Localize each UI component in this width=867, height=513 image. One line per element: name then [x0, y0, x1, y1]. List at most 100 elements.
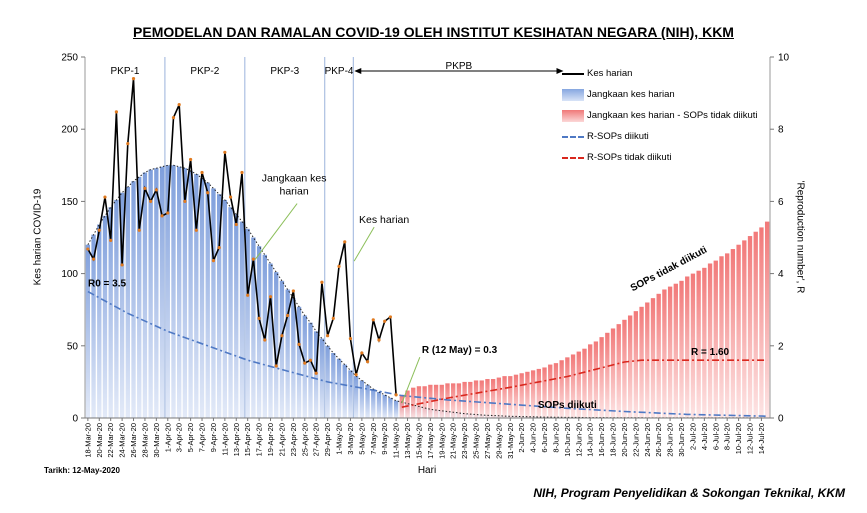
x-tick-label: 4-Jun-20: [529, 423, 538, 453]
blue-range-bar: [211, 188, 216, 418]
blue-range-bar: [268, 263, 273, 418]
chart-title: PEMODELAN DAN RAMALAN COVID-19 OLEH INST…: [133, 24, 734, 40]
x-tick-label: 24-Jun-20: [643, 423, 652, 457]
blue-range-bar: [353, 376, 359, 418]
red-range-bar: [433, 384, 439, 418]
kes-harian-point: [240, 170, 244, 175]
blue-range-bar: [285, 289, 290, 418]
y-tick-label-left: 250: [61, 53, 78, 64]
kes-harian-point: [343, 240, 347, 244]
kes-harian-point: [331, 316, 335, 320]
kes-harian-point: [251, 257, 255, 261]
kes-harian-point: [274, 364, 278, 368]
blue-range-bar: [348, 370, 353, 418]
blue-range-bar: [216, 194, 222, 418]
kes-harian-point: [154, 188, 158, 192]
red-range-bar: [525, 371, 530, 418]
blue-range-bar: [234, 214, 239, 418]
kes-harian-point: [103, 195, 107, 199]
kes-harian-point: [234, 222, 238, 227]
blue-range-bar: [388, 397, 393, 418]
x-tick-label: 10-Jul-20: [734, 423, 743, 454]
blue-range-bar: [148, 169, 153, 418]
kes-harian-point: [211, 259, 216, 263]
kes-harian-point: [149, 199, 153, 203]
kes-harian-point: [308, 358, 313, 362]
kes-harian-point: [217, 246, 221, 250]
red-range-bar: [742, 240, 747, 418]
y-tick-label-left: 200: [61, 125, 78, 136]
r-sops-diikuti-line: [87, 290, 768, 417]
legend-label: Jangkaan kes harian: [587, 89, 675, 100]
annotation-r0: R0 = 3.5: [88, 279, 127, 290]
red-range-bar: [633, 311, 639, 418]
x-tick-label: 1-May-20: [335, 423, 344, 455]
kes-harian-point: [160, 214, 164, 218]
kes-harian-point: [223, 150, 227, 154]
red-range-bar: [536, 368, 541, 418]
x-tick-label: 28-Jun-20: [666, 423, 675, 457]
kes-harian-point: [297, 342, 301, 346]
blue-range-bar: [142, 172, 148, 418]
red-range-bar: [707, 263, 713, 418]
blue-range-bar: [171, 165, 176, 418]
x-tick-label: 2-Jul-20: [688, 423, 697, 450]
kes-harian-point: [206, 191, 210, 195]
legend-item-jangkaan-sops: Jangkaan kes harian - SOPs tidak diikuti: [562, 105, 767, 126]
legend-item-jangkaan: Jangkaan kes harian: [562, 84, 767, 105]
red-range-bar: [416, 386, 422, 418]
series-lines-layer: [86, 77, 768, 419]
legend-label: Jangkaan kes harian - SOPs tidak diikuti: [587, 110, 758, 121]
x-tick-label: 30-Mar-20: [152, 423, 161, 458]
phase-label: PKP-2: [190, 66, 219, 77]
axes-layer: [81, 56, 774, 421]
x-tick-label: 24-Mar-20: [118, 423, 127, 458]
kes-harian-point: [257, 316, 261, 320]
kes-harian-point: [286, 313, 290, 318]
x-tick-label: 22-Jun-20: [631, 423, 640, 457]
red-range-bar: [496, 377, 502, 418]
red-range-bar: [673, 283, 678, 418]
kes-harian-point: [91, 257, 96, 261]
x-tick-label: 23-Apr-20: [289, 423, 298, 456]
x-tick-label: 13-Apr-20: [232, 423, 241, 456]
red-range-bar: [456, 383, 462, 418]
x-tick-label: 14-Jul-20: [757, 423, 766, 454]
kes-harian-point: [200, 170, 204, 175]
red-range-bar: [685, 276, 690, 418]
red-range-bar: [690, 273, 696, 418]
x-tick-label: 21-Apr-20: [277, 423, 286, 456]
red-range-bar: [616, 324, 621, 418]
kes-harian-point: [86, 247, 90, 251]
kes-harian-point: [383, 319, 387, 323]
blue-range-bar: [371, 389, 376, 418]
x-tick-label: 5-May-20: [357, 423, 366, 455]
kes-harian-point: [326, 334, 330, 338]
blue-range-bar: [97, 224, 102, 418]
x-tick-label: 29-Apr-20: [323, 423, 332, 456]
red-range-bar: [570, 354, 576, 418]
x-tick-label: 25-Apr-20: [300, 423, 309, 456]
red-range-bar: [479, 380, 484, 418]
x-tick-label: 9-Apr-20: [209, 423, 218, 452]
annotation-pointer: [353, 226, 375, 262]
kes-harian-point: [280, 334, 284, 338]
blue-range-bar: [291, 298, 296, 418]
blue-range-bar: [131, 181, 136, 418]
y-tick-label-left: 50: [67, 341, 79, 352]
blue-range-bar: [376, 392, 382, 418]
kes-harian-point: [371, 318, 375, 322]
kes-harian-point: [348, 336, 353, 341]
blue-range-bar: [159, 166, 165, 418]
kes-harian-point: [303, 361, 307, 365]
x-tick-label: 1-Apr-20: [163, 423, 172, 452]
kes-harian-point: [360, 351, 364, 355]
x-tick-label: 15-May-20: [414, 423, 423, 459]
blue-range-bar: [251, 237, 256, 418]
legend-blue-swatch-icon: [562, 88, 584, 101]
x-tick-label: 21-May-20: [449, 423, 458, 459]
legend-red-dash-icon: [562, 152, 584, 164]
blue-range-bar: [91, 234, 96, 418]
x-tick-label: 11-Apr-20: [220, 423, 229, 456]
red-range-bar: [405, 390, 410, 418]
